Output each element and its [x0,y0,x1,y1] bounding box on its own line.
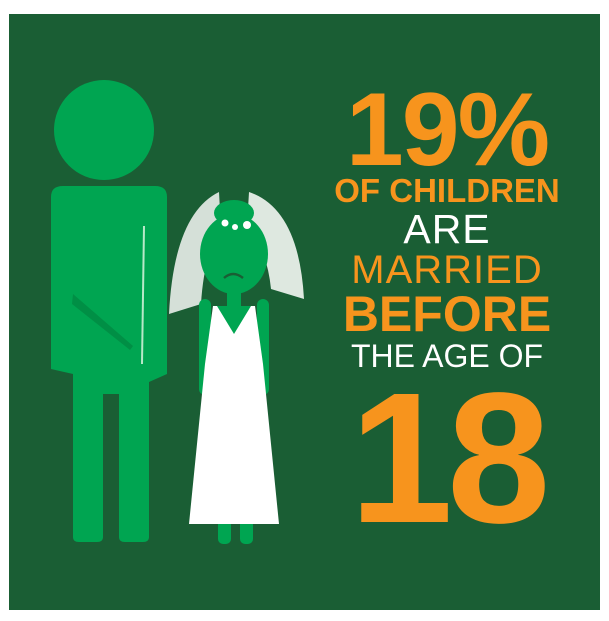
percent-figure: 19% [345,72,550,188]
headline: 19% OF CHILDREN ARE MARRIED BEFORE THE A… [327,72,567,562]
headline-line-3: MARRIED [351,248,543,292]
child-bride-icon [189,200,279,544]
headline-line-2: ARE [403,206,491,252]
headline-line-4: BEFORE [342,286,552,342]
man-silhouette-icon [51,80,167,542]
illustration [51,80,304,544]
flower-icon [221,219,251,230]
veil-icon [169,192,304,314]
infographic-panel: 19% OF CHILDREN ARE MARRIED BEFORE THE A… [9,14,600,610]
headline-line-1: OF CHILDREN [334,172,560,209]
headline-line-5: THE AGE OF [350,338,544,374]
age-figure: 18 [349,355,551,562]
